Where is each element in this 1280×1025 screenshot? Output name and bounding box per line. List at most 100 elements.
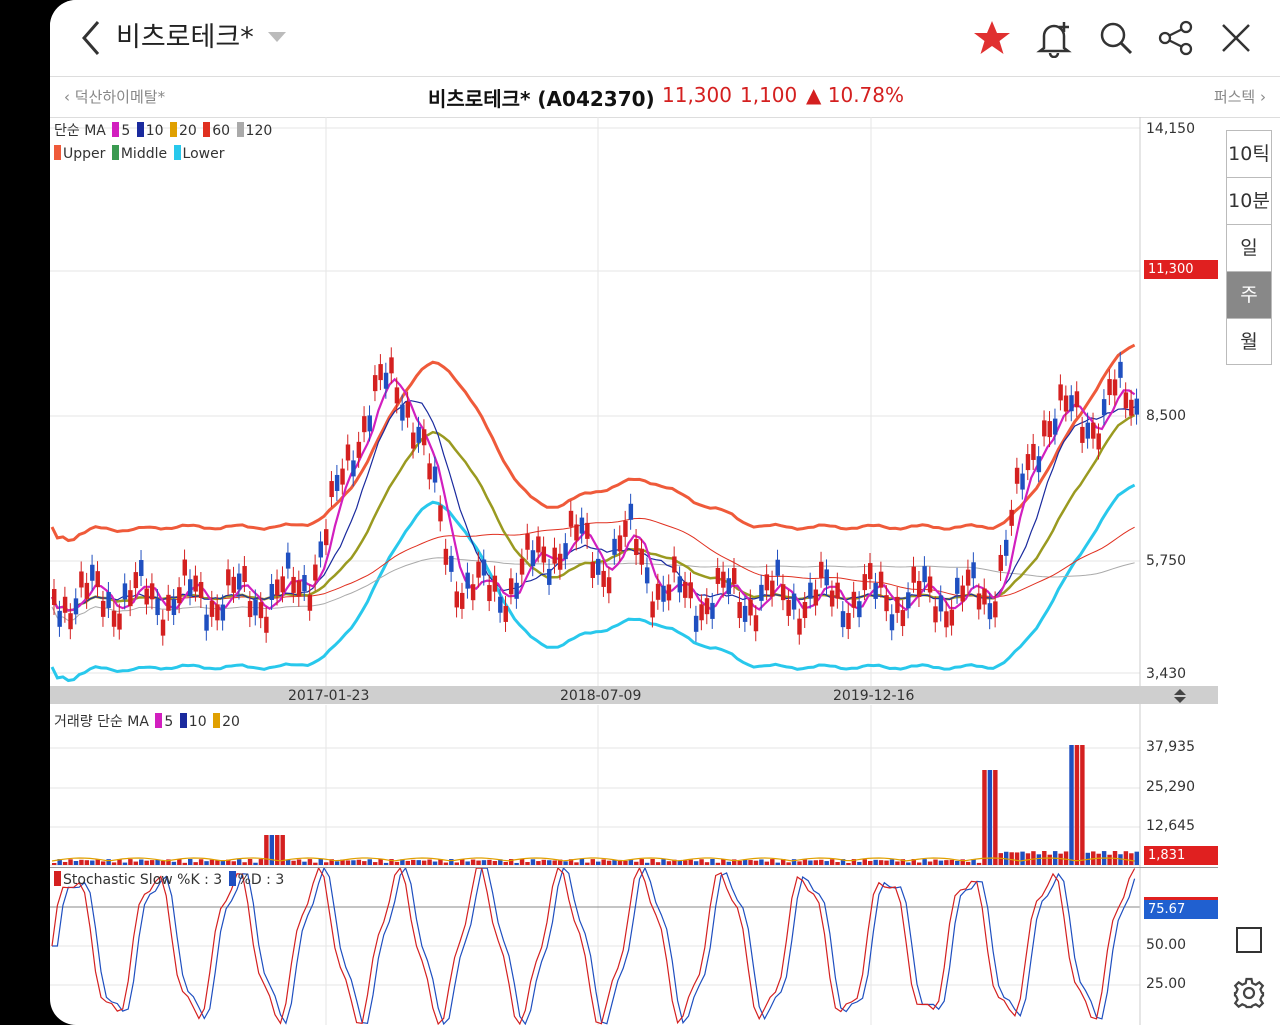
volume-bar xyxy=(220,860,226,865)
volume-bar xyxy=(1069,745,1074,865)
candle-body xyxy=(177,587,182,604)
volume-bar xyxy=(547,860,552,865)
candle-body xyxy=(1123,392,1129,409)
volume-bar xyxy=(465,861,470,865)
volume-bar xyxy=(683,860,688,865)
settings-button[interactable] xyxy=(1232,976,1266,1010)
volume-bar xyxy=(247,859,253,865)
volume-bar xyxy=(1123,851,1129,865)
candle-body xyxy=(100,600,106,617)
candle-body xyxy=(209,600,215,617)
panel-resize-handle[interactable] xyxy=(1170,688,1190,704)
candle-body xyxy=(742,605,748,622)
candle-body xyxy=(476,561,481,578)
candle-body xyxy=(710,602,715,619)
candle-body xyxy=(128,590,133,607)
candle-body xyxy=(927,576,933,593)
back-button[interactable] xyxy=(76,18,112,58)
volume-bar xyxy=(770,859,775,865)
candle-body xyxy=(242,566,247,583)
volume-bar xyxy=(389,859,394,865)
period-month-button[interactable]: 월 xyxy=(1226,318,1272,365)
volume-bar xyxy=(149,860,155,865)
candle-body xyxy=(378,364,383,381)
volume-bar xyxy=(851,859,857,865)
ma120-legend: 120 xyxy=(245,123,273,139)
volume-bar xyxy=(693,861,699,865)
candle-body xyxy=(460,592,465,609)
volume-bar xyxy=(215,860,220,865)
volume-bar xyxy=(808,860,813,865)
candle-body xyxy=(688,582,693,599)
candle-body xyxy=(443,548,449,565)
candle-body xyxy=(889,614,895,631)
volume-bar xyxy=(432,861,438,865)
volume-bar xyxy=(155,859,160,865)
y-label-price: 8,500 xyxy=(1146,408,1187,424)
volume-bar xyxy=(79,859,84,865)
candle-body xyxy=(492,575,498,592)
candle-body xyxy=(111,610,117,627)
volume-bar xyxy=(933,859,938,865)
favorite-button[interactable] xyxy=(972,18,1012,58)
share-button[interactable] xyxy=(1156,18,1196,58)
candle-body xyxy=(982,588,987,605)
price-change: 1,100 xyxy=(740,83,798,107)
candle-body xyxy=(68,613,73,630)
candle-body xyxy=(487,585,492,602)
volume-bar xyxy=(1080,745,1085,865)
ma10-line xyxy=(51,400,1135,612)
candle-body xyxy=(922,566,927,583)
volume-bar xyxy=(421,860,427,865)
volume-bar xyxy=(1129,853,1134,865)
volume-bar xyxy=(802,859,808,865)
close-button[interactable] xyxy=(1216,18,1256,58)
volume-bar xyxy=(144,860,149,865)
candle-body xyxy=(231,576,236,593)
period-10tick-button[interactable]: 10틱 xyxy=(1226,130,1272,177)
stoch-k-legend: Stochastic Slow %K : 3 xyxy=(63,872,223,888)
volume-bar xyxy=(873,859,878,865)
search-button[interactable] xyxy=(1096,18,1136,58)
candle-body xyxy=(362,416,367,433)
candle-body xyxy=(699,604,704,621)
period-week-button[interactable]: 주 xyxy=(1226,271,1272,318)
fullscreen-button[interactable] xyxy=(1236,927,1262,953)
volume-bar xyxy=(296,859,302,865)
volume-bar xyxy=(508,859,514,865)
panel-divider xyxy=(50,867,1218,868)
volume-bar xyxy=(111,862,117,865)
volume-bar xyxy=(574,862,579,865)
stock-dropdown-button[interactable] xyxy=(266,26,290,50)
volume-bar xyxy=(411,859,416,865)
volume-bar xyxy=(704,862,710,865)
volume-bar xyxy=(557,859,563,865)
y-label-stoch: 50.00 xyxy=(1146,937,1187,953)
volume-bar xyxy=(318,859,323,865)
next-stock-link[interactable]: 퍼스텍 › xyxy=(1213,88,1266,106)
volume-bar xyxy=(443,862,449,865)
volume-bar xyxy=(590,859,595,865)
prev-stock-link[interactable]: ‹ 덕산하이메탈* xyxy=(64,88,166,106)
volume-bar xyxy=(340,859,345,865)
up-triangle-icon: ▲ xyxy=(806,83,822,107)
bollinger-upper-line xyxy=(50,343,1136,543)
candle-body xyxy=(938,595,944,612)
x-label-date: 2019-12-16 xyxy=(833,688,915,704)
period-day-button[interactable]: 일 xyxy=(1226,224,1272,271)
volume-bar xyxy=(530,859,536,865)
volume-bar xyxy=(84,860,90,865)
alert-add-button[interactable] xyxy=(1034,18,1074,59)
candle-body xyxy=(851,591,857,608)
period-10min-button[interactable]: 10분 xyxy=(1226,177,1272,224)
y-label-price: 14,150 xyxy=(1146,121,1195,137)
candle-body xyxy=(389,357,394,374)
candle-body xyxy=(1129,399,1134,416)
volume-bar xyxy=(449,859,454,865)
candle-body xyxy=(579,517,585,534)
volume-bar xyxy=(797,861,802,865)
candle-body xyxy=(302,575,307,592)
volume-bar xyxy=(835,862,840,865)
stock-chart[interactable]: 단순 MA 5 10 20 60 120 Upper Middle Lower … xyxy=(50,117,1218,1025)
volume-bar xyxy=(362,861,367,865)
